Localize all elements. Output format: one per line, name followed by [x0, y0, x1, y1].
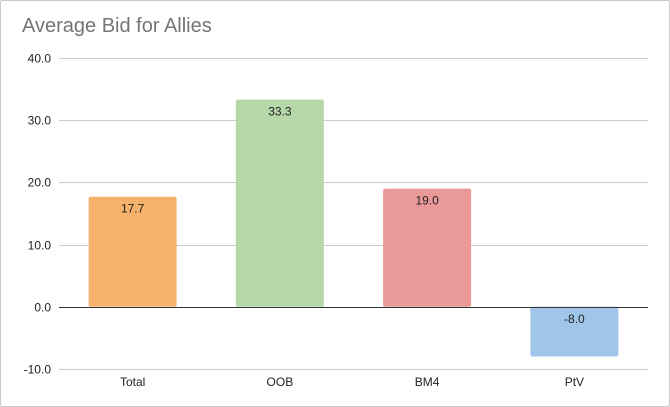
x-tick-label: PtV: [565, 375, 584, 389]
y-tick-label: 0.0: [34, 301, 51, 315]
y-tick-label: -10.0: [24, 363, 52, 377]
y-tick-label: 40.0: [28, 52, 52, 66]
chart-title: Average Bid for Allies: [22, 15, 212, 37]
bar: [383, 188, 472, 307]
bar: [235, 99, 324, 307]
data-label: 19.0: [415, 194, 439, 208]
x-tick-label: OOB: [267, 375, 294, 389]
data-label: 17.7: [121, 202, 145, 216]
x-tick-label: BM4: [415, 375, 440, 389]
data-label: -8.0: [564, 312, 585, 326]
y-tick-label: 30.0: [28, 114, 52, 128]
y-tick-label: 10.0: [28, 239, 52, 253]
y-tick-label: 20.0: [28, 176, 52, 190]
x-tick-label: Total: [120, 375, 145, 389]
data-label: 33.3: [268, 105, 292, 119]
bar: [88, 196, 177, 307]
bar: [530, 306, 619, 357]
